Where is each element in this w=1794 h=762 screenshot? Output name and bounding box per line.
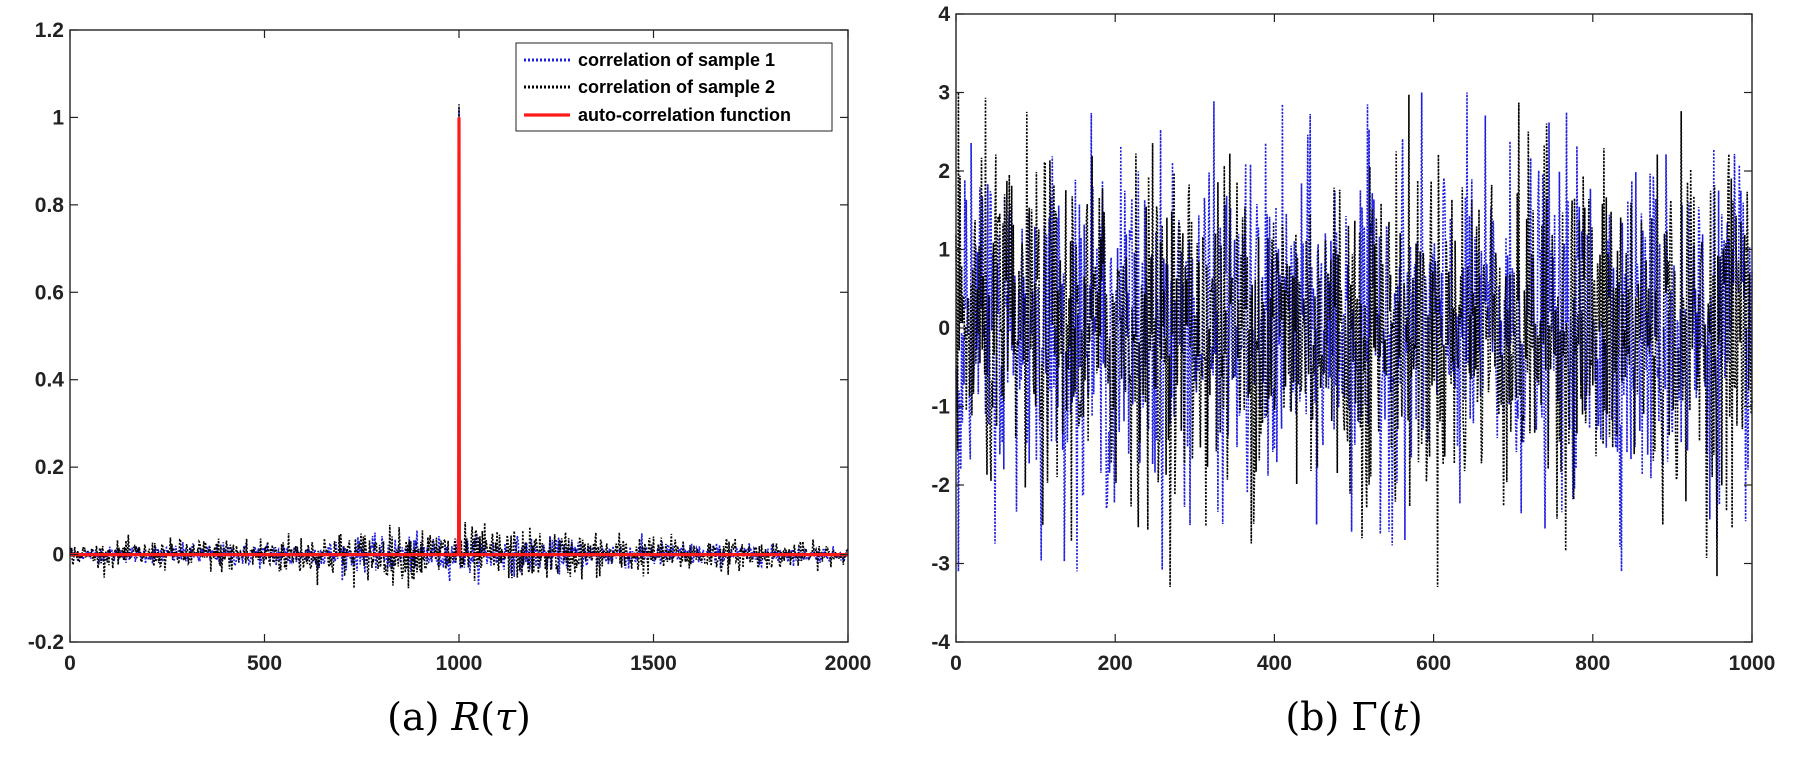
legend-label-sample-2: correlation of sample 2 [578,77,775,97]
x-tick-label: 200 [1098,652,1133,675]
panel-a-y-ticks: -0.2 0 0.2 0.4 0.6 0.8 1 1.2 [28,19,848,654]
x-tick-label: 1000 [436,652,483,675]
series-acf-line [70,117,848,557]
y-tick-label: 0 [938,317,950,340]
panel-b-x-ticks: 0 200 400 600 800 1000 [950,14,1775,675]
y-tick-label: 1 [938,239,950,262]
x-tick-label: 0 [950,652,962,675]
panel-a: 0 500 1000 1500 2000 -0.200.20.40.60.811.2 c… [28,19,872,739]
series-gamma-2-line [955,92,1753,588]
panel-b-plot-area [955,92,1753,588]
legend-label-sample-1: correlation of sample 1 [578,50,775,70]
x-tick-label: 2000 [825,652,872,675]
x-tick-label: 400 [1257,652,1292,675]
panel-b-y-ticks: -4 -3 -2 -1 0 1 2 3 4 [931,3,1752,654]
x-tick-label: 0 [64,652,76,675]
y-tick-label: 4 [938,3,950,26]
x-tick-label: 800 [1575,652,1610,675]
y-tick-label: 1 [52,106,64,129]
y-tick-label: -2 [931,474,950,497]
x-tick-label: 1000 [1729,652,1776,675]
y-tick-label: -1 [931,396,950,419]
legend: correlation of sample 1 correlation of s… [515,42,833,132]
y-tick-label: 1.2 [35,19,64,42]
caption-b: (b) Γ(t) [1285,695,1422,739]
y-tick-label: 2 [938,160,950,183]
panel-a-plot-area [69,104,849,589]
x-tick-label: 1500 [630,652,677,675]
y-tick-label: 0 [52,544,64,567]
y-tick-label: -0.2 [28,631,64,654]
caption-a: (a) R(τ) [387,695,531,739]
panel-a-x-ticks: 0 500 1000 1500 2000 [64,30,871,675]
legend-label-acf: auto-correlation function [578,105,791,125]
y-tick-label: 0.8 [35,194,65,217]
x-tick-label: 600 [1416,652,1451,675]
panel-b: 0 200 400 600 800 1000 -4 -3 -2 -1 0 1 2 3 4 (b) Γ(t) [931,3,1775,739]
y-tick-label: 3 [938,82,950,105]
y-tick-label: 0.6 [35,281,64,304]
y-tick-label: 0.2 [35,456,64,479]
x-tick-label: 500 [247,652,282,675]
y-tick-label: -4 [931,631,950,654]
y-tick-label: 0.4 [35,369,65,392]
series-sample-2-line [69,104,849,589]
y-tick-label: -3 [931,553,950,576]
